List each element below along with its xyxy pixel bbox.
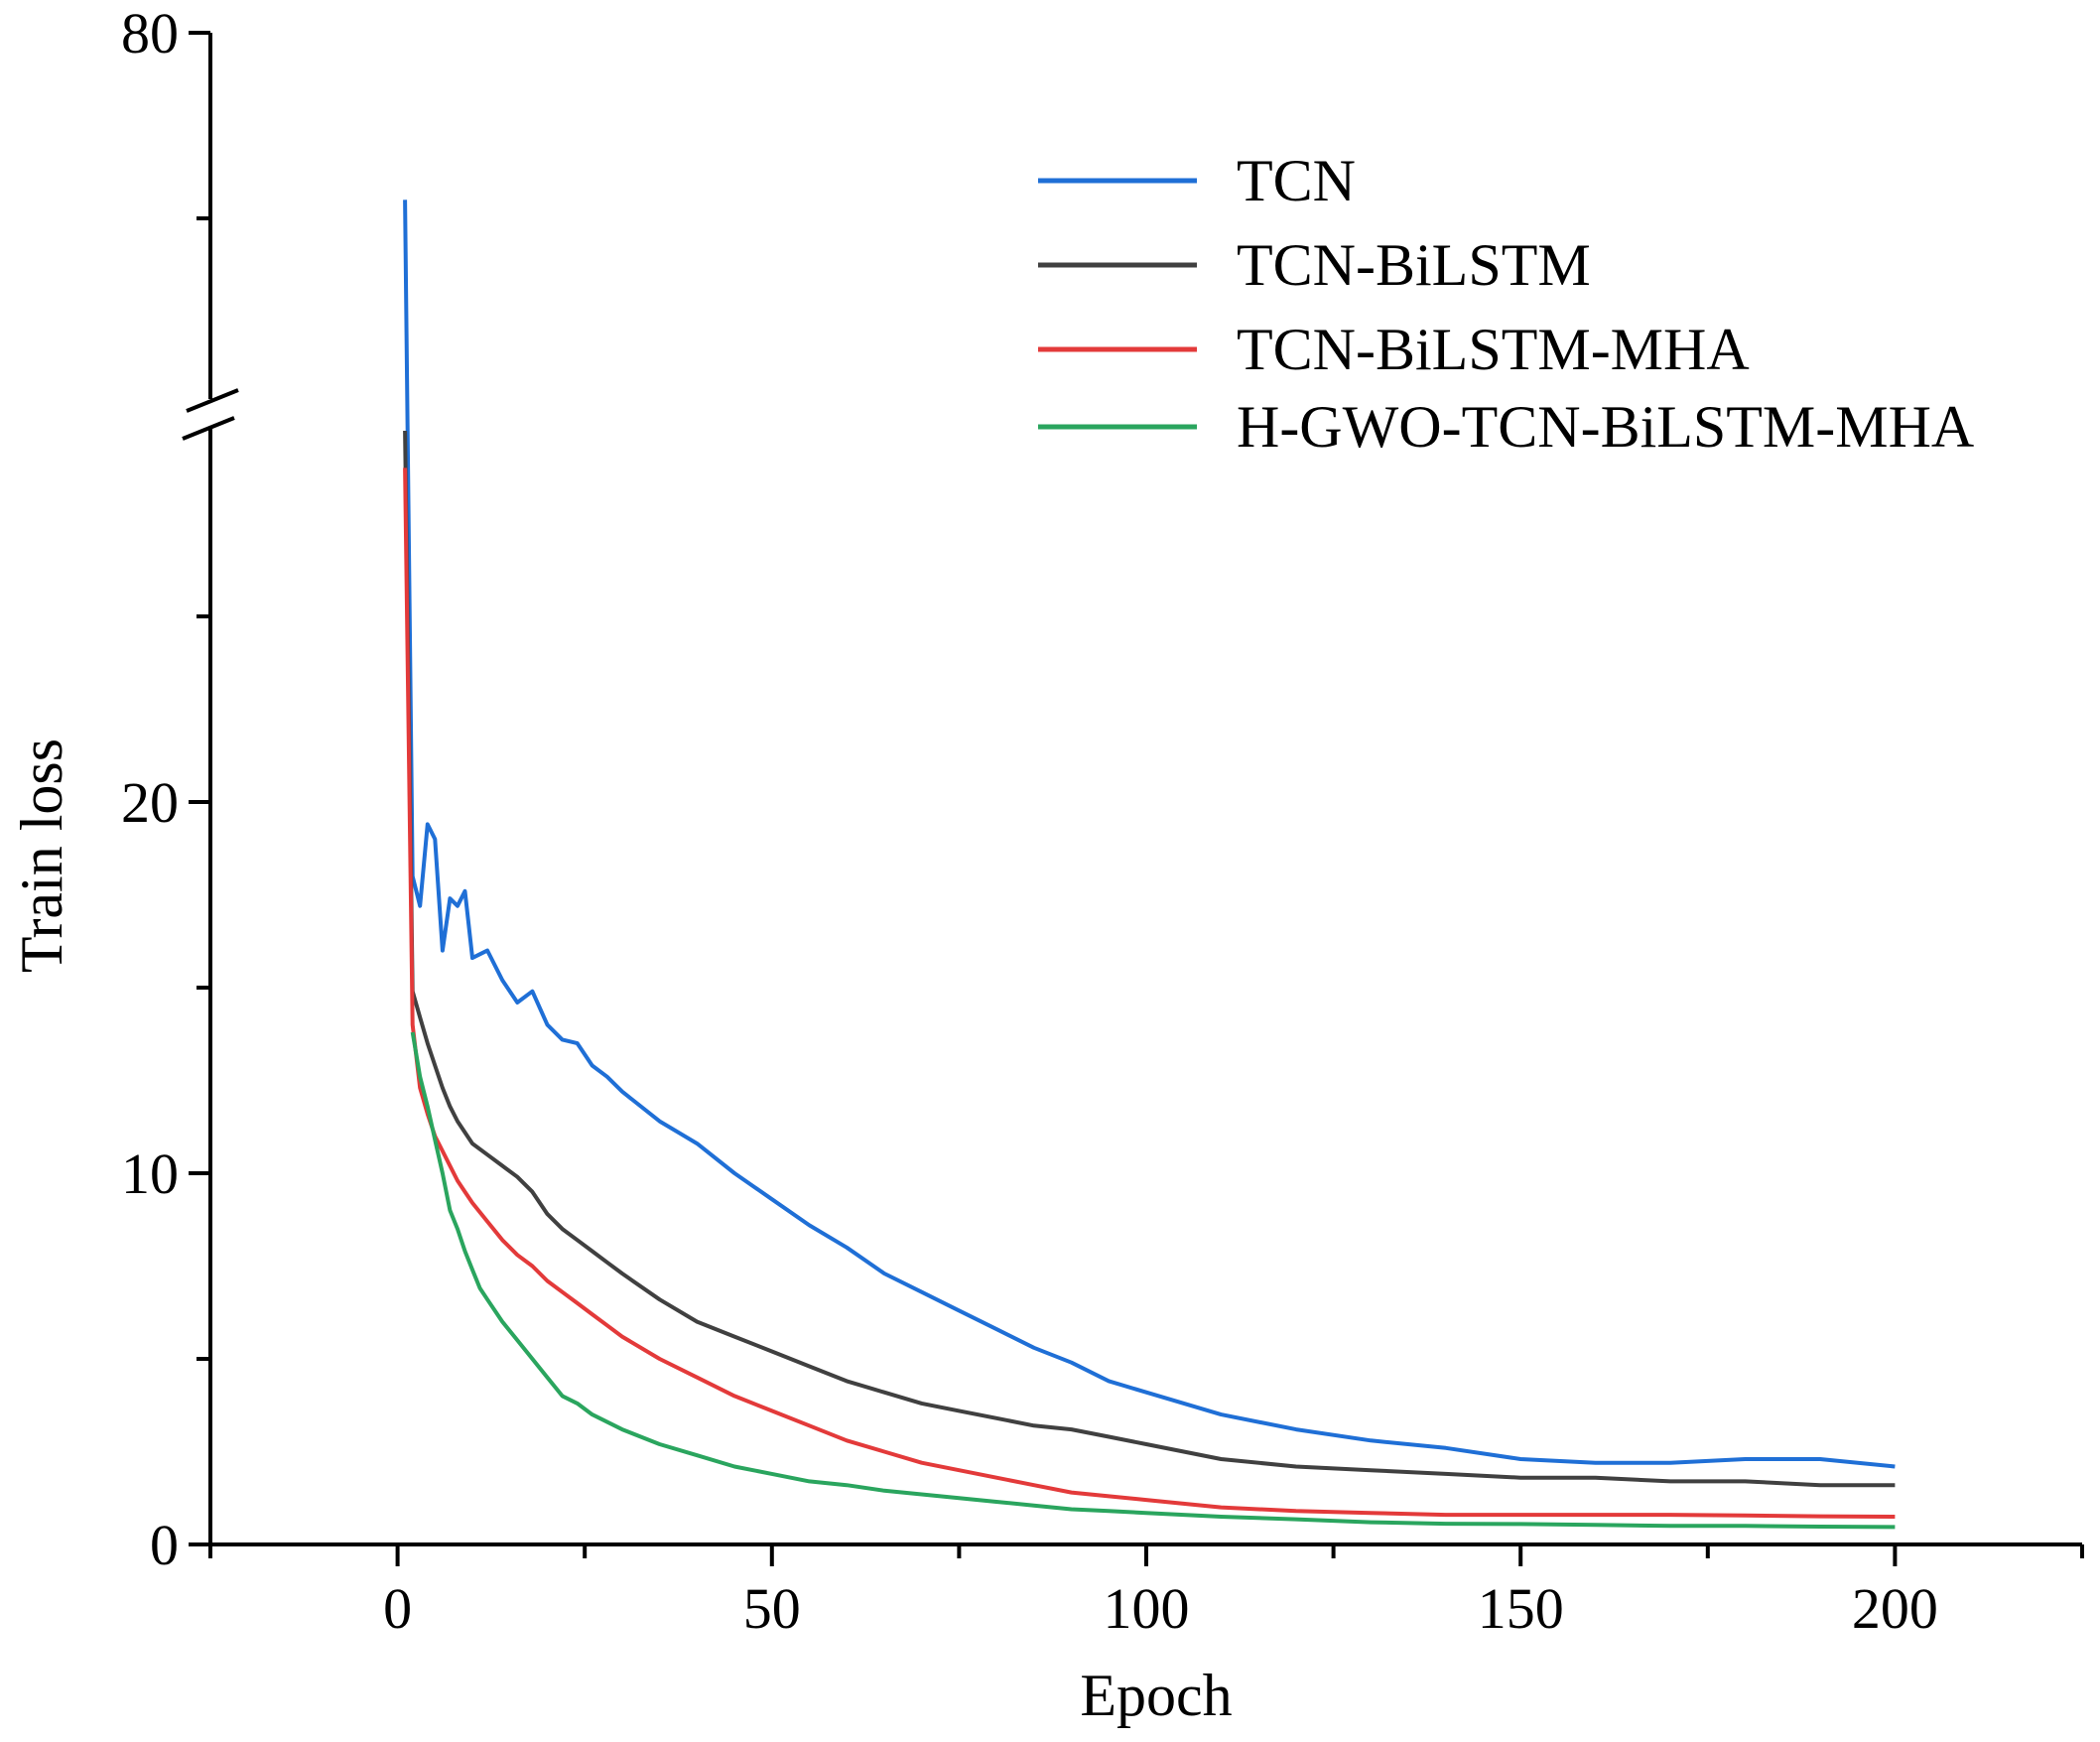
x-tick-label: 200 <box>1852 1576 1938 1641</box>
axis-break-mark-upper <box>186 388 239 413</box>
x-axis-title: Epoch <box>1080 1663 1232 1728</box>
y-tick-label: 10 <box>121 1141 179 1206</box>
x-tick-label: 50 <box>743 1576 801 1641</box>
axis-break-mark-lower <box>182 416 235 441</box>
legend-label-tcn-bilstm: TCN-BiLSTM <box>1237 232 1591 298</box>
legend-label-tcn: TCN <box>1237 148 1356 213</box>
legend-label-h-gwo-tcn-bilstm-mha: H-GWO-TCN-BiLSTM-MHA <box>1237 394 1974 460</box>
axes <box>182 33 2082 1546</box>
x-ticks: 0 50 100 150 200 <box>208 1544 2084 1641</box>
legend-label-tcn-bilstm-mha: TCN-BiLSTM-MHA <box>1237 317 1750 382</box>
series-line-tcn-bilstm-mha <box>403 468 1896 1519</box>
y-tick-label: 0 <box>150 1513 179 1577</box>
x-tick-label: 100 <box>1104 1576 1190 1641</box>
series-line-tcn-bilstm <box>403 430 1896 1488</box>
legend: TCN TCN-BiLSTM TCN-BiLSTM-MHA H-GWO-TCN-… <box>1038 148 1974 460</box>
y-axis-title: Train loss <box>9 738 74 973</box>
y-tick-label: 20 <box>121 770 179 835</box>
axis-break-gap <box>184 401 243 427</box>
y-ticks: 0 10 20 80 <box>121 1 210 1577</box>
y-tick-label: 80 <box>121 1 179 66</box>
series-line-tcn <box>403 200 1896 1469</box>
x-tick-label: 0 <box>383 1576 412 1641</box>
series-line-h-gwo-tcn-bilstm-mha <box>410 1031 1896 1530</box>
x-tick-label: 150 <box>1478 1576 1564 1641</box>
plot-lines <box>403 200 1896 1530</box>
